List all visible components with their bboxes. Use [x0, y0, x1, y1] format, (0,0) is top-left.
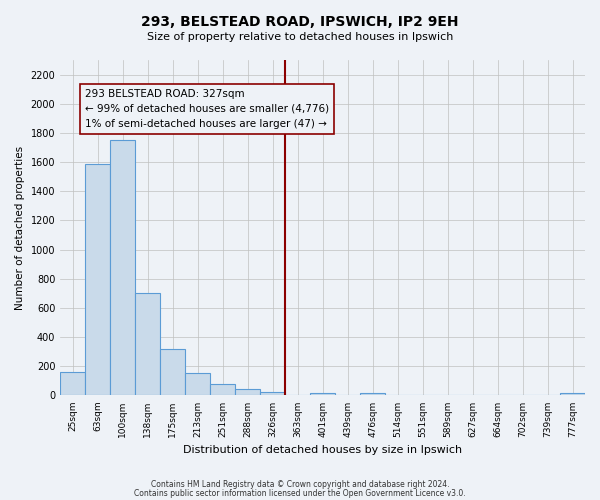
- Bar: [260, 392, 285, 396]
- Bar: [185, 373, 210, 396]
- Y-axis label: Number of detached properties: Number of detached properties: [15, 146, 25, 310]
- Text: 293 BELSTEAD ROAD: 327sqm
← 99% of detached houses are smaller (4,776)
1% of sem: 293 BELSTEAD ROAD: 327sqm ← 99% of detac…: [85, 89, 329, 129]
- X-axis label: Distribution of detached houses by size in Ipswich: Distribution of detached houses by size …: [183, 445, 462, 455]
- Text: Size of property relative to detached houses in Ipswich: Size of property relative to detached ho…: [147, 32, 453, 42]
- Bar: [160, 349, 185, 396]
- Bar: [360, 393, 385, 396]
- Bar: [135, 294, 160, 396]
- Bar: [235, 389, 260, 396]
- Text: Contains public sector information licensed under the Open Government Licence v3: Contains public sector information licen…: [134, 488, 466, 498]
- Bar: [110, 140, 135, 396]
- Bar: [560, 393, 585, 396]
- Bar: [85, 164, 110, 396]
- Bar: [60, 372, 85, 396]
- Text: 293, BELSTEAD ROAD, IPSWICH, IP2 9EH: 293, BELSTEAD ROAD, IPSWICH, IP2 9EH: [141, 15, 459, 29]
- Text: Contains HM Land Registry data © Crown copyright and database right 2024.: Contains HM Land Registry data © Crown c…: [151, 480, 449, 489]
- Bar: [210, 384, 235, 396]
- Bar: [310, 393, 335, 396]
